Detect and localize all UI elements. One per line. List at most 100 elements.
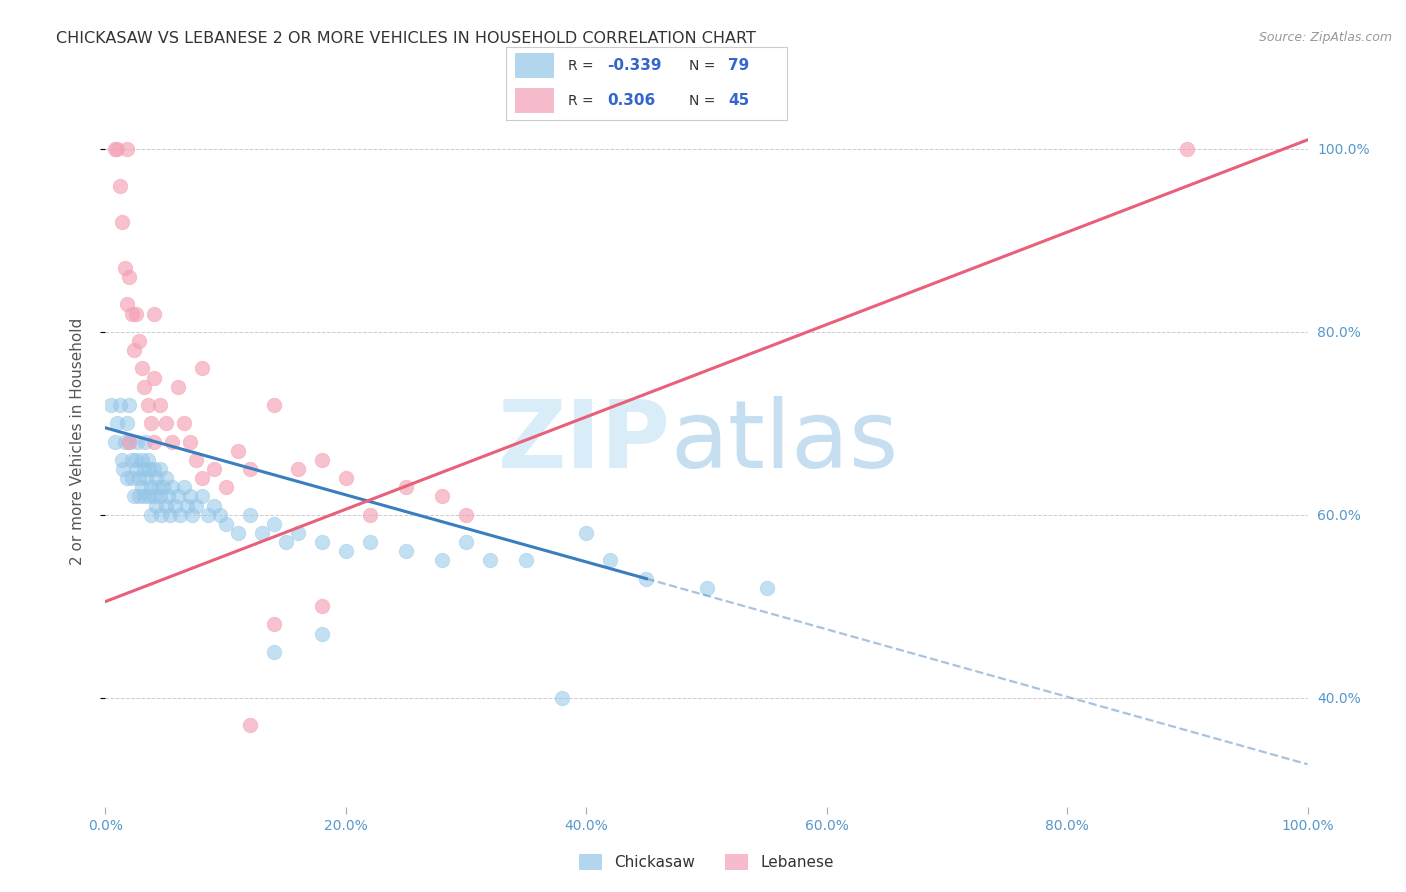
Point	[107, 417, 129, 431]
Text: 45: 45	[728, 93, 749, 108]
Point	[121, 307, 143, 321]
Point	[160, 434, 183, 449]
FancyBboxPatch shape	[515, 54, 554, 78]
Point	[239, 718, 262, 732]
Point	[395, 544, 418, 558]
Point	[142, 489, 165, 503]
Text: 79: 79	[728, 58, 749, 73]
Point	[114, 260, 136, 275]
Point	[430, 489, 453, 503]
Text: 0.306: 0.306	[607, 93, 655, 108]
Point	[111, 453, 134, 467]
Point	[148, 489, 170, 503]
Point	[104, 142, 127, 156]
Point	[155, 471, 177, 485]
Text: atlas: atlas	[671, 395, 898, 488]
Point	[118, 398, 141, 412]
Point	[181, 508, 204, 522]
Point	[148, 462, 170, 476]
Point	[107, 142, 129, 156]
Point	[599, 553, 621, 567]
Point	[755, 581, 778, 595]
Point	[184, 499, 207, 513]
Text: N =: N =	[689, 59, 720, 72]
Point	[114, 434, 136, 449]
Point	[173, 480, 195, 494]
Point	[131, 361, 153, 376]
Point	[131, 480, 153, 494]
Point	[239, 462, 262, 476]
Point	[132, 380, 155, 394]
Point	[160, 480, 183, 494]
Point	[131, 453, 153, 467]
Point	[479, 553, 502, 567]
Point	[166, 489, 188, 503]
Point	[335, 544, 357, 558]
Point	[454, 535, 477, 549]
Point	[359, 508, 381, 522]
Point	[176, 499, 198, 513]
Point	[139, 508, 162, 522]
Point	[134, 434, 156, 449]
Point	[145, 471, 167, 485]
Point	[128, 471, 150, 485]
Point	[132, 489, 155, 503]
Point	[118, 269, 141, 284]
Point	[115, 471, 138, 485]
Point	[148, 480, 170, 494]
Point	[100, 398, 122, 412]
Point	[156, 489, 179, 503]
Point	[112, 462, 135, 476]
Point	[142, 370, 165, 384]
Point	[148, 398, 170, 412]
Point	[125, 434, 148, 449]
Point	[132, 462, 155, 476]
Text: N =: N =	[689, 94, 720, 108]
Point	[197, 508, 219, 522]
Point	[166, 380, 188, 394]
Point	[138, 462, 160, 476]
Point	[142, 462, 165, 476]
Point	[124, 343, 146, 358]
Point	[263, 645, 285, 659]
Point	[239, 508, 262, 522]
Point	[359, 535, 381, 549]
Point	[169, 508, 191, 522]
Point	[274, 535, 297, 549]
Point	[124, 462, 146, 476]
Legend: Chickasaw, Lebanese: Chickasaw, Lebanese	[572, 848, 841, 877]
Point	[263, 617, 285, 632]
FancyBboxPatch shape	[515, 88, 554, 113]
Point	[287, 526, 309, 541]
Text: R =: R =	[568, 94, 598, 108]
Point	[311, 626, 333, 640]
Point	[108, 398, 131, 412]
Point	[115, 297, 138, 311]
Point	[173, 417, 195, 431]
Point	[136, 453, 159, 467]
Point	[128, 489, 150, 503]
Point	[118, 434, 141, 449]
Point	[263, 398, 285, 412]
Point	[136, 398, 159, 412]
Point	[208, 508, 231, 522]
Text: Source: ZipAtlas.com: Source: ZipAtlas.com	[1258, 31, 1392, 45]
Point	[118, 434, 141, 449]
Point	[395, 480, 418, 494]
Point	[202, 499, 225, 513]
Point	[202, 462, 225, 476]
Point	[287, 462, 309, 476]
Point	[139, 480, 162, 494]
Point	[226, 443, 249, 458]
Point	[124, 307, 146, 321]
Point	[190, 489, 212, 503]
Point	[115, 417, 138, 431]
Point	[142, 307, 165, 321]
Point	[145, 499, 167, 513]
Y-axis label: 2 or more Vehicles in Household: 2 or more Vehicles in Household	[70, 318, 84, 566]
Point	[121, 471, 143, 485]
Text: CHICKASAW VS LEBANESE 2 OR MORE VEHICLES IN HOUSEHOLD CORRELATION CHART: CHICKASAW VS LEBANESE 2 OR MORE VEHICLES…	[56, 31, 756, 46]
Point	[214, 516, 236, 531]
Point	[135, 471, 157, 485]
Point	[190, 471, 212, 485]
